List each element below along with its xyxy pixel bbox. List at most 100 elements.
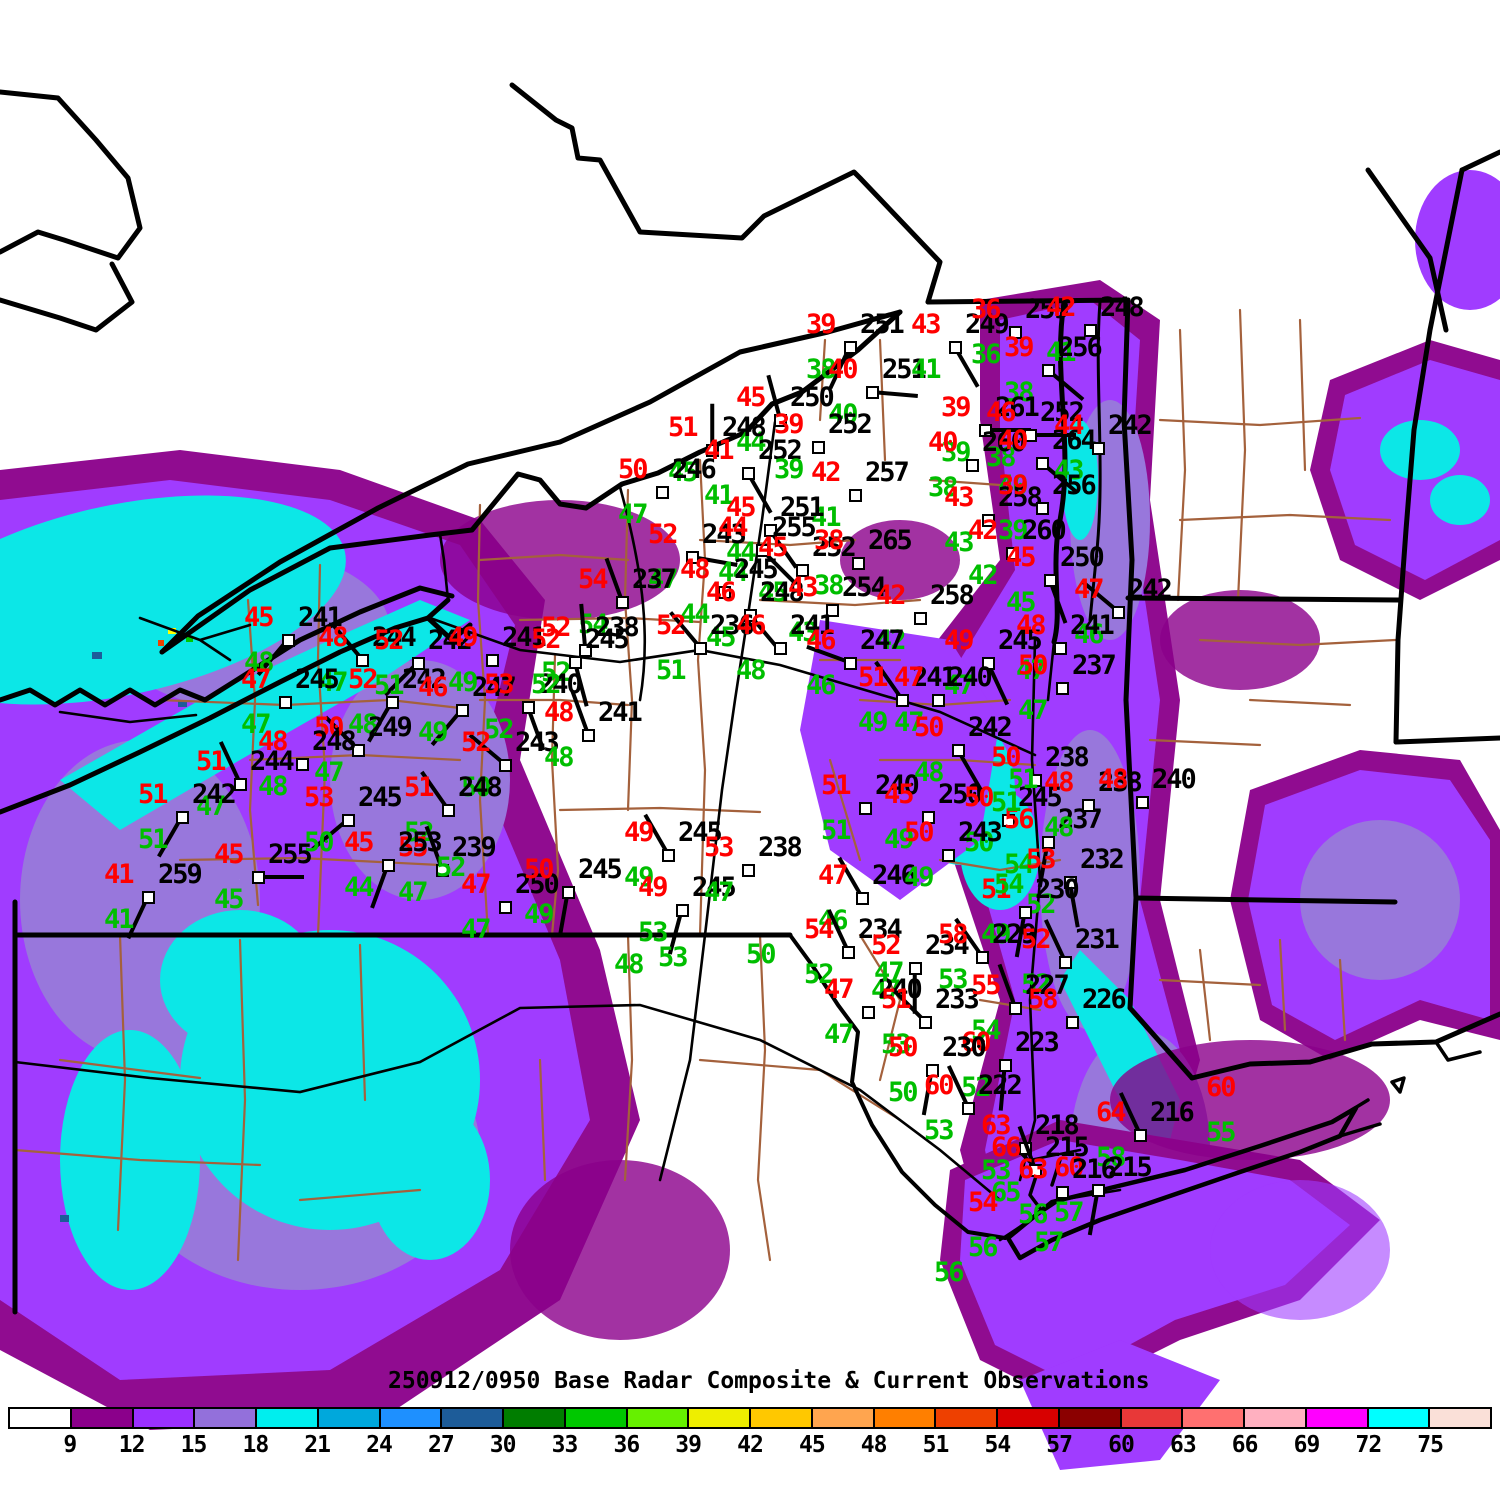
station-dewpoint: 54 bbox=[971, 1015, 1001, 1046]
station-marker-square bbox=[742, 864, 755, 877]
station-pressure: 242 bbox=[402, 664, 447, 695]
station-marker-square bbox=[234, 778, 247, 791]
colorbar-tick: 18 bbox=[242, 1432, 269, 1458]
station-marker-square bbox=[522, 701, 535, 714]
station-marker-square bbox=[922, 811, 935, 824]
colorbar-cell bbox=[1121, 1409, 1184, 1427]
station-pressure: 260 bbox=[982, 427, 1027, 458]
station-marker-square bbox=[1029, 1164, 1042, 1177]
station-marker-square bbox=[676, 904, 689, 917]
station-marker-square bbox=[1064, 876, 1077, 889]
station-marker-square bbox=[976, 951, 989, 964]
station-temperature: 48 bbox=[680, 554, 710, 585]
colorbar-cell bbox=[689, 1409, 751, 1427]
station-marker-square bbox=[296, 758, 309, 771]
colorbar-cell bbox=[874, 1409, 937, 1427]
colorbar-cell bbox=[751, 1409, 813, 1427]
station-temperature: 45 bbox=[726, 492, 756, 523]
colorbar-tick: 54 bbox=[984, 1432, 1011, 1458]
station-temperature: 50 bbox=[1018, 650, 1048, 681]
colorbar-cell bbox=[318, 1409, 381, 1427]
station-dewpoint: 52 bbox=[531, 669, 561, 700]
station-temperature: 43 bbox=[911, 309, 941, 340]
station-dewpoint: 36 bbox=[971, 339, 1001, 370]
station-pressure: 264 bbox=[1052, 425, 1097, 456]
station-temperature: 51 bbox=[196, 746, 226, 777]
station-dewpoint: 44 bbox=[344, 872, 374, 903]
station-temperature: 45 bbox=[758, 532, 788, 563]
station-dewpoint: 45 bbox=[214, 884, 244, 915]
station-marker-square bbox=[499, 759, 512, 772]
radar-echo-nj-south bbox=[1020, 1340, 1220, 1470]
hudson-river bbox=[1018, 638, 1042, 1182]
station-pressure: 242 bbox=[428, 625, 473, 656]
station-temperature: 60 bbox=[961, 1027, 991, 1058]
station-temperature: 54 bbox=[578, 564, 608, 595]
station-dewpoint: 56 bbox=[968, 1232, 998, 1263]
station-pressure: 245 bbox=[678, 817, 723, 848]
station-pressure: 253 bbox=[398, 827, 443, 858]
station-marker-square bbox=[1112, 606, 1125, 619]
station-temperature: 48 bbox=[318, 622, 348, 653]
station-pressure: 216 bbox=[1150, 1097, 1195, 1128]
station-dewpoint: 51 bbox=[991, 787, 1021, 818]
radar-echo-northeast-cyan bbox=[1380, 420, 1490, 525]
station-marker-square bbox=[849, 489, 862, 502]
station-dewpoint: 38 bbox=[986, 442, 1016, 473]
station-dewpoint: 49 bbox=[858, 707, 888, 738]
colorbar-tick: 15 bbox=[180, 1432, 208, 1458]
station-pressure: 242 bbox=[968, 712, 1013, 743]
station-dewpoint: 51 bbox=[656, 655, 686, 686]
colorbar-cell bbox=[1306, 1409, 1369, 1427]
station-pressure: 258 bbox=[930, 580, 975, 611]
station-temperature: 46 bbox=[736, 610, 766, 641]
me-corner bbox=[1459, 149, 1500, 173]
station-marker-square bbox=[1059, 956, 1072, 969]
station-marker-square bbox=[774, 414, 787, 427]
lake-erie-north-shore bbox=[0, 585, 455, 708]
station-pressure: 238 bbox=[1045, 742, 1090, 773]
ontario-coast-nw bbox=[0, 89, 143, 261]
station-marker-square bbox=[932, 694, 945, 707]
station-temperature: 51 bbox=[981, 874, 1011, 905]
station-marker-square bbox=[1029, 774, 1042, 787]
nh-ma-border bbox=[1393, 735, 1500, 745]
station-pressure: 250 bbox=[1060, 542, 1105, 573]
colorbar-tick: 36 bbox=[613, 1432, 640, 1458]
ottawa-step-line bbox=[509, 82, 943, 305]
station-temperature: 52 bbox=[656, 610, 686, 641]
station-marker-square bbox=[569, 656, 582, 669]
station-marker-square bbox=[386, 696, 399, 709]
station-marker-square bbox=[456, 704, 469, 717]
station-dewpoint: 49 bbox=[624, 862, 654, 893]
station-dewpoint: 53 bbox=[981, 1155, 1011, 1186]
station-temperature: 48 bbox=[1044, 767, 1074, 798]
station-temperature: 50 bbox=[314, 712, 344, 743]
station-dewpoint: 44 bbox=[736, 427, 766, 458]
station-marker-square bbox=[982, 657, 995, 670]
buffalo-roads bbox=[138, 616, 252, 662]
station-dewpoint: 55 bbox=[1206, 1117, 1236, 1148]
station-marker-square bbox=[859, 802, 872, 815]
colorbar-tick: 66 bbox=[1231, 1432, 1259, 1458]
station-temperature: 63 bbox=[1018, 1154, 1048, 1185]
station-dewpoint: 46 bbox=[1074, 619, 1104, 650]
colorbar-cell bbox=[1059, 1409, 1122, 1427]
station-temperature: 52 bbox=[1021, 924, 1051, 955]
station-dewpoint: 52 bbox=[436, 852, 466, 883]
station-marker-square bbox=[926, 1064, 939, 1077]
station-dewpoint: 51 bbox=[138, 824, 168, 855]
station-dewpoint: 47 bbox=[944, 670, 974, 701]
station-dewpoint: 43 bbox=[1054, 455, 1084, 486]
station-pressure: 260 bbox=[1022, 515, 1067, 546]
station-pressure: 245 bbox=[1018, 782, 1063, 813]
station-dewpoint: 47 bbox=[648, 564, 678, 595]
wind-barb bbox=[985, 428, 1031, 432]
station-marker-square bbox=[356, 654, 369, 667]
ny-east-border bbox=[1121, 297, 1139, 901]
champlain-outlet bbox=[1046, 640, 1056, 702]
station-marker-square bbox=[352, 744, 365, 757]
station-marker-square bbox=[756, 544, 769, 557]
station-temperature: 40 bbox=[828, 354, 858, 385]
